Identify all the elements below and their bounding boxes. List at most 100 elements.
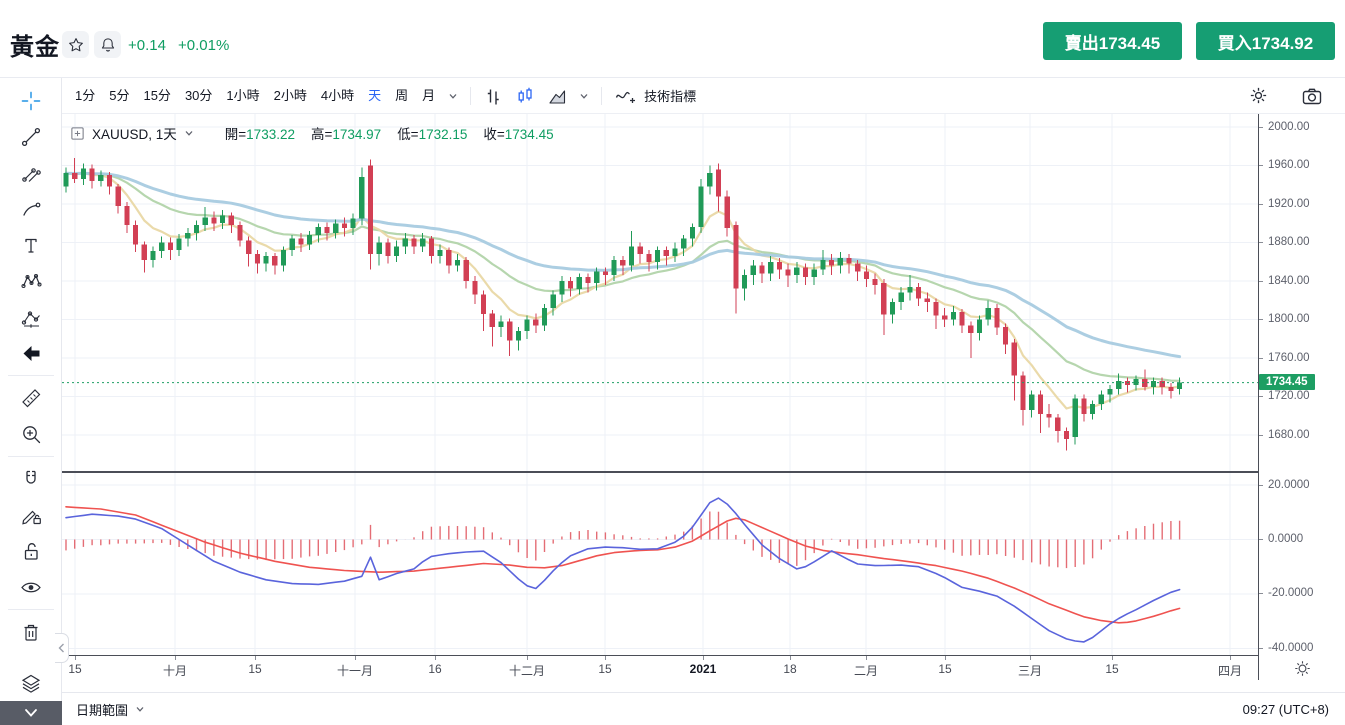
alert-button[interactable] [94,31,121,58]
chevron-down-icon[interactable] [184,128,194,138]
open-value: 開=1733.22 [224,127,295,142]
buy-button[interactable]: 買入1734.92 [1196,22,1335,60]
magnet-icon [20,468,42,490]
time-axis-tickmark [75,656,76,660]
lock-tool[interactable] [11,534,51,568]
bell-icon [99,36,117,54]
header-divider [0,77,1345,78]
interval-more-button[interactable] [442,91,464,101]
candlestick-chart-icon [515,86,535,106]
time-axis-tickmark [1230,656,1231,660]
indicators-label[interactable]: 技術指標 [644,89,697,104]
chevron-down-icon [22,707,40,719]
drawing-toolbar [0,78,62,725]
interval-button-15分[interactable]: 15分 [143,87,171,103]
price-axis-tickmark [1259,434,1263,436]
date-range-button[interactable]: 日期範圍 [62,700,145,719]
bar-chart-type-button[interactable] [477,86,509,106]
interval-button-5分[interactable]: 5分 [109,87,130,103]
clock-label[interactable]: 09:27 (UTC+8) [1242,701,1329,717]
ohlc-values: 開=1733.22 高=1734.97 低=1732.15 收=1734.45 [225,123,554,143]
price-axis-tickmark [1259,280,1263,282]
bar-chart-icon [483,86,503,106]
magnet-tool[interactable] [11,462,51,496]
trend-line-tool[interactable] [11,120,51,154]
price-axis-tickmark [1259,165,1263,166]
interval-button-周[interactable]: 周 [395,87,409,103]
time-axis-tickmark [255,656,256,660]
text-tool[interactable] [11,228,51,262]
forecast-icon [20,306,42,328]
area-chart-type-button[interactable] [541,86,573,106]
pattern-tool[interactable] [11,264,51,298]
fib-tool[interactable] [11,156,51,190]
indicators-button[interactable] [608,86,642,106]
time-axis-tick: 15 [938,662,952,676]
price-axis-tickmark [1259,126,1263,128]
brush-icon [20,198,42,220]
interval-buttons: 1分 5分 15分 30分 1小時 2小時 4小時天周月 [68,78,442,114]
price-axis-tick: 1840.00 [1268,274,1310,287]
object-tree-tool[interactable] [11,666,51,700]
remove-tool[interactable] [11,615,51,649]
interval-button-1小時[interactable]: 1小時 [226,87,260,103]
time-axis-tickmark [175,656,176,660]
interval-button-30分[interactable]: 30分 [184,87,213,103]
interval-button-2小時[interactable]: 2小時 [273,87,307,103]
time-axis-tickmark [435,656,436,660]
axis-settings-button[interactable] [1259,656,1345,680]
time-axis-tickmark [527,656,528,660]
ruler-icon [20,387,42,409]
chart-pane[interactable]: XAUUSD, 1天 開=1733.22 高=1734.97 低=1732.15… [62,114,1258,655]
chart-type-more-button[interactable] [573,91,595,101]
brush-tool[interactable] [11,192,51,226]
chevron-down-icon [579,91,589,101]
zoom-in-tool[interactable] [11,417,51,451]
symbol-interval-label[interactable]: XAUUSD, 1天 [92,127,177,142]
time-axis-tickmark [605,656,606,660]
back-tool[interactable] [11,336,51,370]
price-axis-tickmark [1259,357,1263,359]
time-axis-tick: 15 [68,662,82,676]
axis-settings-sun-icon [1294,660,1311,677]
sell-button[interactable]: 賣出1734.45 [1043,22,1182,60]
interval-button-4小時[interactable]: 4小時 [320,87,355,103]
time-axis[interactable]: 15 十月 15 十一月 16 十二月 15 2021 18 二月 15 三月 15 四月 [62,655,1258,680]
price-axis-tickmark [1259,396,1263,397]
indicator-axis-tickmark [1259,647,1263,649]
price-axis[interactable]: 2000.00 1960.00 1920.00 1880.00 1840.00 1800.… [1258,114,1345,680]
interval-button-1分[interactable]: 1分 [75,87,96,103]
time-axis-tick: 2021 [689,662,717,676]
interval-button-月[interactable]: 月 [422,87,436,103]
gear-icon [1248,85,1269,106]
chart-toolbar: 1分 5分 15分 30分 1小時 2小時 4小時天周月 技術指標 [62,78,1345,114]
time-axis-tick: 十月 [162,664,188,678]
price-change-percent: +0.01% [178,37,230,54]
hide-tool[interactable] [11,570,51,604]
indicator-axis-tick: -20.0000 [1268,587,1314,600]
price-change: +0.14 [128,37,166,54]
area-chart-icon [547,86,567,106]
price-axis-tick: 1920.00 [1268,197,1310,210]
measure-tool[interactable] [11,381,51,415]
favorite-button[interactable] [62,31,89,58]
price-axis-tickmark [1259,242,1263,243]
chart-settings-button[interactable] [1242,85,1275,106]
time-axis-tickmark [1112,656,1113,660]
candlestick-chart[interactable] [62,114,1258,655]
arrow-left-icon [20,342,42,364]
sidebar-collapse-handle[interactable] [55,633,69,663]
candlestick-type-button[interactable] [509,86,541,106]
time-axis-tick: 四月 [1217,664,1243,678]
time-axis-tick: 三月 [1017,664,1043,678]
forecast-tool[interactable] [11,300,51,334]
toolbar-collapse-button[interactable] [0,701,62,725]
header: 黃金 +0.14 +0.01% 賣出1734.45 買入1734.92 [0,0,1345,77]
watchlist-add-icon[interactable] [70,126,85,141]
chevron-down-icon [135,704,145,714]
draw-lock-tool[interactable] [11,498,51,532]
crosshair-tool[interactable] [11,84,51,118]
interval-button-天[interactable]: 天 [368,87,382,103]
toolbar-separator [601,86,603,105]
snapshot-button[interactable] [1295,86,1329,106]
